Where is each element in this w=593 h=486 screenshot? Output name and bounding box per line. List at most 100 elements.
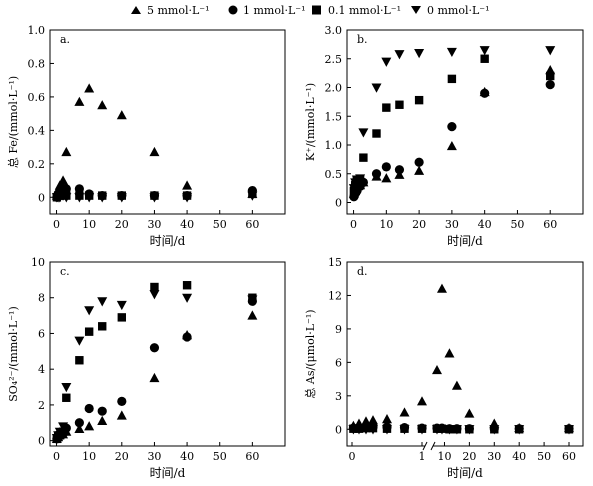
data-point	[446, 140, 457, 151]
data-point	[359, 153, 368, 162]
data-point	[97, 297, 108, 307]
x-tick-label: 20	[462, 450, 476, 463]
series-triangle-down	[348, 425, 574, 435]
x-tick-label: 40	[180, 218, 194, 231]
data-point	[414, 95, 424, 105]
data-point	[382, 103, 391, 112]
data-point	[372, 129, 381, 138]
data-point	[61, 193, 72, 203]
y-tick-label: 12	[328, 289, 342, 302]
data-point	[182, 332, 192, 342]
data-point	[361, 425, 371, 435]
data-point	[371, 83, 382, 93]
data-point	[84, 421, 95, 431]
y-tick-label: 0	[38, 191, 45, 204]
data-point	[58, 422, 69, 432]
x-tick-label: 10	[82, 450, 96, 463]
data-point	[74, 418, 84, 428]
data-point	[414, 157, 424, 167]
legend-item-5mmol: 5 mmol·L⁻¹	[131, 4, 210, 17]
x-tick-label: 1	[419, 450, 426, 463]
data-point	[358, 128, 369, 138]
y-axis-label: 总 As/(μmol·L⁻¹)	[303, 309, 317, 398]
x-tick-label: 20	[115, 218, 129, 231]
y-tick-label: 8	[38, 292, 45, 305]
x-tick-label: 0	[350, 218, 357, 231]
data-point	[371, 169, 382, 179]
series-circle	[348, 422, 574, 434]
y-tick-label: 6	[335, 356, 342, 369]
data-point	[381, 162, 391, 172]
panel-as: 0 1 10 20 30 40 50 60 0 3 6 9 12 15 d. 时间/d 总 As/(μmol·L…	[303, 256, 584, 480]
y-tick-label: 15	[328, 256, 342, 269]
y-tick-label: 10	[31, 256, 45, 269]
y-tick-label: 0	[335, 423, 342, 436]
data-point	[149, 290, 160, 300]
data-point	[545, 46, 556, 56]
x-tick-label: 10	[379, 218, 393, 231]
panel-label: b.	[357, 33, 368, 46]
data-point	[61, 146, 72, 157]
x-tick-label: 20	[115, 450, 129, 463]
x-tick-label: 40	[512, 450, 526, 463]
data-point	[84, 306, 95, 316]
data-point	[74, 423, 85, 434]
x-tick-label: 40	[478, 218, 492, 231]
plot-frame	[49, 261, 286, 447]
data-point	[355, 174, 366, 184]
y-axis-label: SO₄²⁻/(mmol·L⁻¹)	[7, 306, 20, 402]
data-point	[480, 54, 489, 63]
x-tick-label: 30	[445, 218, 459, 231]
data-point	[348, 184, 359, 194]
data-point	[74, 336, 85, 346]
data-point	[382, 425, 392, 435]
legend-label: 0.1 mmol·L⁻¹	[328, 4, 401, 17]
x-tick-label: 0	[53, 450, 60, 463]
series-circle	[349, 80, 555, 202]
data-point	[444, 348, 455, 358]
data-point	[149, 193, 160, 203]
x-tick-label: 30	[147, 450, 161, 463]
data-point	[182, 281, 192, 290]
legend-label: 5 mmol·L⁻¹	[147, 4, 210, 17]
data-point	[182, 180, 193, 190]
y-tick-label: 3.0	[325, 24, 343, 37]
series-triangle-down	[51, 290, 258, 444]
x-tick-label: 50	[510, 218, 524, 231]
data-point	[61, 383, 72, 393]
legend-label: 0 mmol·L⁻¹	[427, 4, 490, 17]
data-point	[368, 415, 378, 425]
data-point	[97, 415, 108, 425]
data-point	[399, 425, 410, 435]
data-point	[247, 191, 258, 201]
axis-break-mark	[422, 441, 428, 451]
data-point	[394, 165, 405, 175]
data-point	[417, 425, 427, 435]
data-point	[84, 403, 94, 414]
data-point	[514, 425, 525, 435]
data-point	[182, 193, 193, 203]
y-tick-label: 0.4	[28, 124, 46, 137]
data-point	[446, 47, 457, 58]
legend-label: 1 mmol·L⁻¹	[243, 4, 306, 17]
series-circle	[52, 296, 257, 444]
data-point	[84, 327, 94, 336]
y-tick-label: 9	[335, 323, 342, 336]
legend-triangle-down-icon	[411, 6, 421, 14]
x-tick-label: 50	[213, 218, 227, 231]
x-tick-label: 60	[543, 218, 557, 231]
axis-break-gap	[425, 444, 433, 448]
data-point	[74, 184, 84, 194]
data-point	[414, 165, 425, 175]
x-axis-label: 时间/d	[447, 234, 483, 248]
data-point	[394, 50, 405, 60]
panel-k: 0 10 20 30 40 50 60 0 0.5 1.0 1.5 2.0 2.5 3.0 b. 时间/d K⁺…	[304, 24, 584, 248]
y-tick-label: 1.0	[325, 139, 343, 152]
plot-frame	[49, 29, 286, 215]
panel-so4: 0 10 20 30 40 50 60 0 2 4 6 8 10 c. 时间/d SO₄²⁻/(mmol·L⁻…	[7, 256, 286, 480]
data-point	[480, 88, 490, 98]
x-tick-label: 60	[562, 450, 576, 463]
data-point	[116, 110, 127, 120]
y-tick-label: 3	[335, 390, 342, 403]
data-point	[414, 49, 425, 59]
